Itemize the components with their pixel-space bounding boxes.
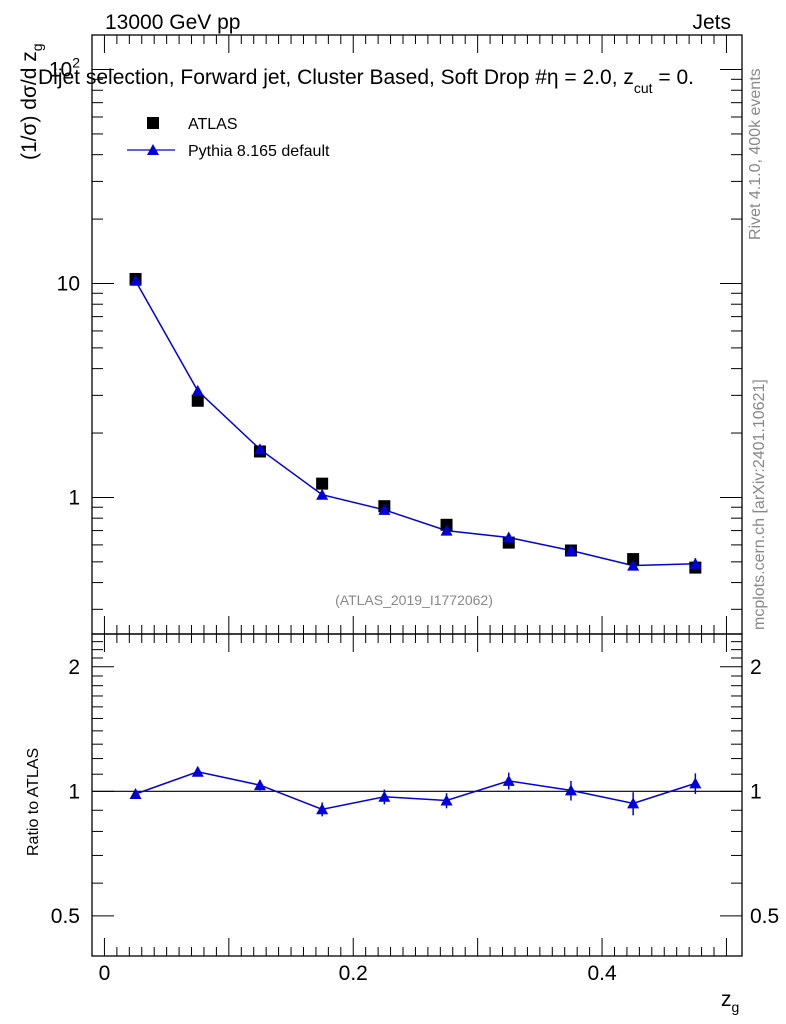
main-y-tick-label: 1 [68,486,80,509]
ratio-y-tick-label-right: 2 [750,656,762,679]
ratio-y-tick-label-left: 2 [68,656,80,679]
main-y-tick-label: 10 [57,272,80,295]
title-part-main: Dijet selection, Forward jet, Cluster Ba… [38,66,547,89]
pythia-data-point [316,488,329,500]
pythia-data-point [191,384,204,396]
legend-pythia-label: Pythia 8.165 default [188,143,330,160]
ratio-y-tick-label-right: 1 [750,780,762,803]
x-tick-label: 0.4 [587,962,617,985]
main-ylabel: (1/σ) dσ/d zg [18,43,45,160]
x-tick-label: 0 [99,962,111,985]
analysis-watermark: (ATLAS_2019_I1772062) [335,592,493,608]
plot-title: Dijet selection, Forward jet, Cluster Ba… [38,66,694,96]
category-label: Jets [692,11,731,34]
pythia-data-point [129,274,142,286]
title-part-end: = 0. [653,66,694,89]
pythia-data-point [378,503,391,515]
pythia-data-point [502,531,515,543]
title-part-cut: cut [634,80,653,96]
pythia-data-point [627,559,640,571]
x-axis-title-sub: g [732,999,740,1015]
ratio-data-point [378,790,391,802]
energy-label: 13000 GeV pp [105,11,240,34]
pythia-data-point [253,443,266,455]
pythia-data-point [440,524,453,536]
x-axis-title: zg [721,988,739,1015]
axis-ticks [92,35,742,956]
ratio-data-point [627,797,640,809]
ratio-panel-frame [91,633,743,957]
main-ylabel-text: (1/σ) dσ/d z [18,51,41,160]
title-part-mid: = 2.0, z [559,66,634,89]
atlas-data-point [191,394,204,407]
ratio-data-point [129,788,142,800]
main-ylabel-sub: g [29,43,45,51]
title-part-eta: η [547,66,559,89]
pythia-data-point [564,544,577,556]
ratio-ylabel: Ratio to ATLAS [25,748,42,856]
legend-atlas-label: ATLAS [188,116,238,133]
x-tick-label: 0.2 [339,962,368,985]
ratio-data-point [440,794,453,806]
y-tick-label-base: 10 [49,59,72,82]
ratio-y-tick-label-left: 1 [68,780,80,803]
pythia-data-point [689,557,702,569]
main-panel-marks [129,272,702,574]
legend-atlas-marker [147,117,159,129]
ratio-data-point [253,779,266,791]
x-axis-title-z: z [721,988,732,1011]
pythia-line [134,280,696,567]
mcplots-label: mcplots.cern.ch [arXiv:2401.10621] [751,379,768,630]
main-y-tick-label: 102 [49,55,80,82]
rivet-label: Rivet 4.1.0, 400k events [747,68,764,240]
ratio-data-point [191,765,204,777]
atlas-data-point [316,477,329,490]
ratio-panel-marks [92,765,742,817]
atlas-data-point [627,553,640,566]
ratio-data-point [564,784,577,796]
ratio-data-point [316,803,329,815]
y-tick-label-exponent: 2 [72,55,80,71]
legend-pythia-marker [147,144,159,155]
ratio-line [135,771,696,811]
legend: ATLAS Pythia 8.165 default [127,116,330,160]
ratio-y-tick-label-left: 0.5 [51,905,80,928]
ratio-data-point [689,777,702,789]
ratio-y-tick-label-right: 0.5 [750,905,779,928]
ratio-data-point [502,774,515,786]
